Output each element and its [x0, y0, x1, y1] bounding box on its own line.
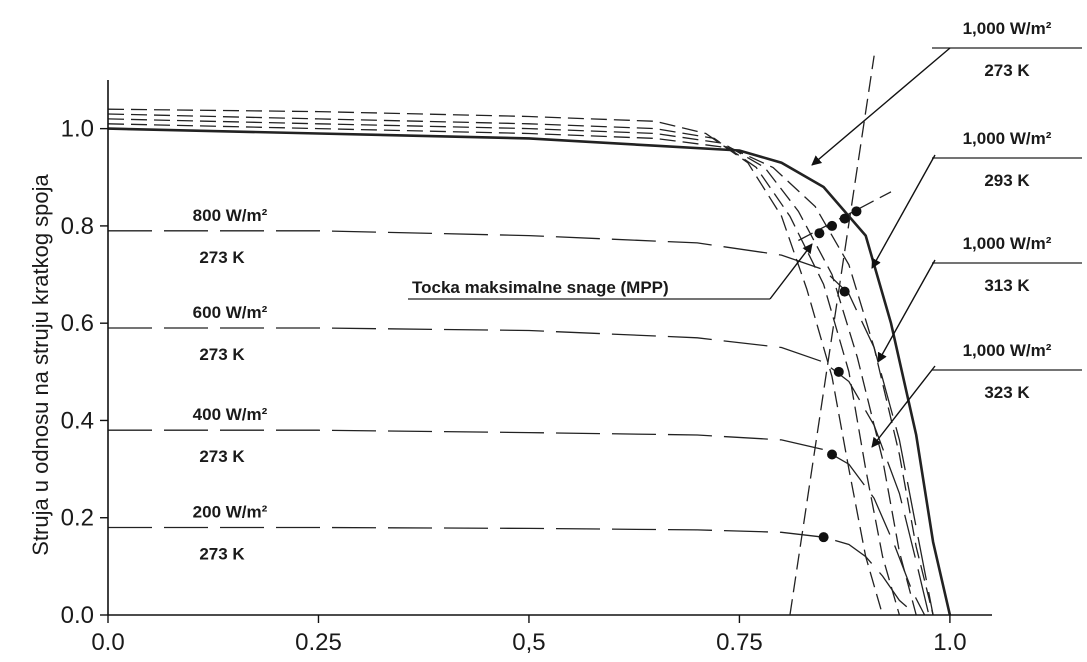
x-tick-label: 1.0 [933, 629, 966, 656]
y-tick-label: 0.8 [61, 213, 94, 240]
mpp-point [827, 449, 838, 460]
mpp-point [851, 206, 862, 217]
y-tick-label: 0.0 [61, 602, 94, 629]
axes-layer [107, 80, 992, 616]
y-tick-label: 1.0 [61, 116, 94, 143]
mpp-point [839, 213, 850, 224]
annotation-irradiance: 400 W/m² [193, 405, 268, 424]
annotation-irradiance: 800 W/m² [193, 206, 268, 225]
annotation-temperature: 273 K [984, 61, 1030, 80]
x-tick-label: 0,5 [512, 629, 545, 656]
ticks-layer: 0.0 0.25 0,5 0.75 1.0 0.0 0.2 0.4 0.6 0.8 1.0 [61, 116, 967, 656]
mpp-locus-line [789, 55, 875, 616]
mpp-point [827, 220, 838, 231]
y-tick-label: 0.4 [61, 407, 94, 434]
y-tick-label: 0.6 [61, 310, 94, 337]
mpp-label: Tocka maksimalne snage (MPP) [412, 278, 669, 297]
mpp-label-arrow [769, 243, 813, 300]
annotation-temperature: 273 K [199, 345, 245, 364]
series-line-7 [108, 327, 930, 616]
annotations-layer: 1,000 W/m² 273 K 1,000 W/m² 293 K 1,000 W/m²… [193, 19, 1082, 563]
x-tick-label: 0.0 [91, 629, 124, 656]
annotation-arrow [871, 365, 936, 448]
series-line-8 [108, 429, 926, 616]
mpp-layer [789, 55, 892, 616]
annotation-arrow [871, 154, 936, 269]
annotation-temperature: 323 K [984, 383, 1030, 402]
annotation-irradiance: 1,000 W/m² [963, 234, 1052, 253]
x-tick-label: 0.75 [716, 629, 763, 656]
y-tick-label: 0.2 [61, 505, 94, 532]
annotation-irradiance: 600 W/m² [193, 303, 268, 322]
annotation-temperature: 293 K [984, 171, 1030, 190]
annotation-arrow [811, 47, 951, 166]
annotation-temperature: 273 K [199, 447, 245, 466]
series-line-1 [107, 127, 952, 616]
mpp-point [833, 366, 844, 377]
annotation-irradiance: 1,000 W/m² [963, 129, 1052, 148]
series-line-4 [107, 113, 901, 616]
annotation-temperature: 273 K [199, 248, 245, 267]
series-line-3 [107, 118, 917, 616]
series-line-5 [107, 108, 884, 616]
mpp-point [818, 532, 829, 543]
annotation-temperature: 313 K [984, 276, 1030, 295]
series-line-2 [107, 123, 934, 616]
series-line-9 [108, 526, 917, 616]
annotation-temperature: 273 K [199, 544, 245, 563]
annotation-arrow [877, 259, 936, 363]
mpp-point [839, 286, 850, 297]
y-axis-title: Struja u odnosu na struju kratkog spoja [28, 173, 53, 555]
annotation-irradiance: 1,000 W/m² [963, 341, 1052, 360]
series-line-6 [108, 230, 934, 616]
mpp-point [814, 228, 825, 239]
x-tick-label: 0.25 [295, 629, 342, 656]
annotation-irradiance: 200 W/m² [193, 502, 268, 521]
annotation-irradiance: 1,000 W/m² [963, 19, 1052, 38]
